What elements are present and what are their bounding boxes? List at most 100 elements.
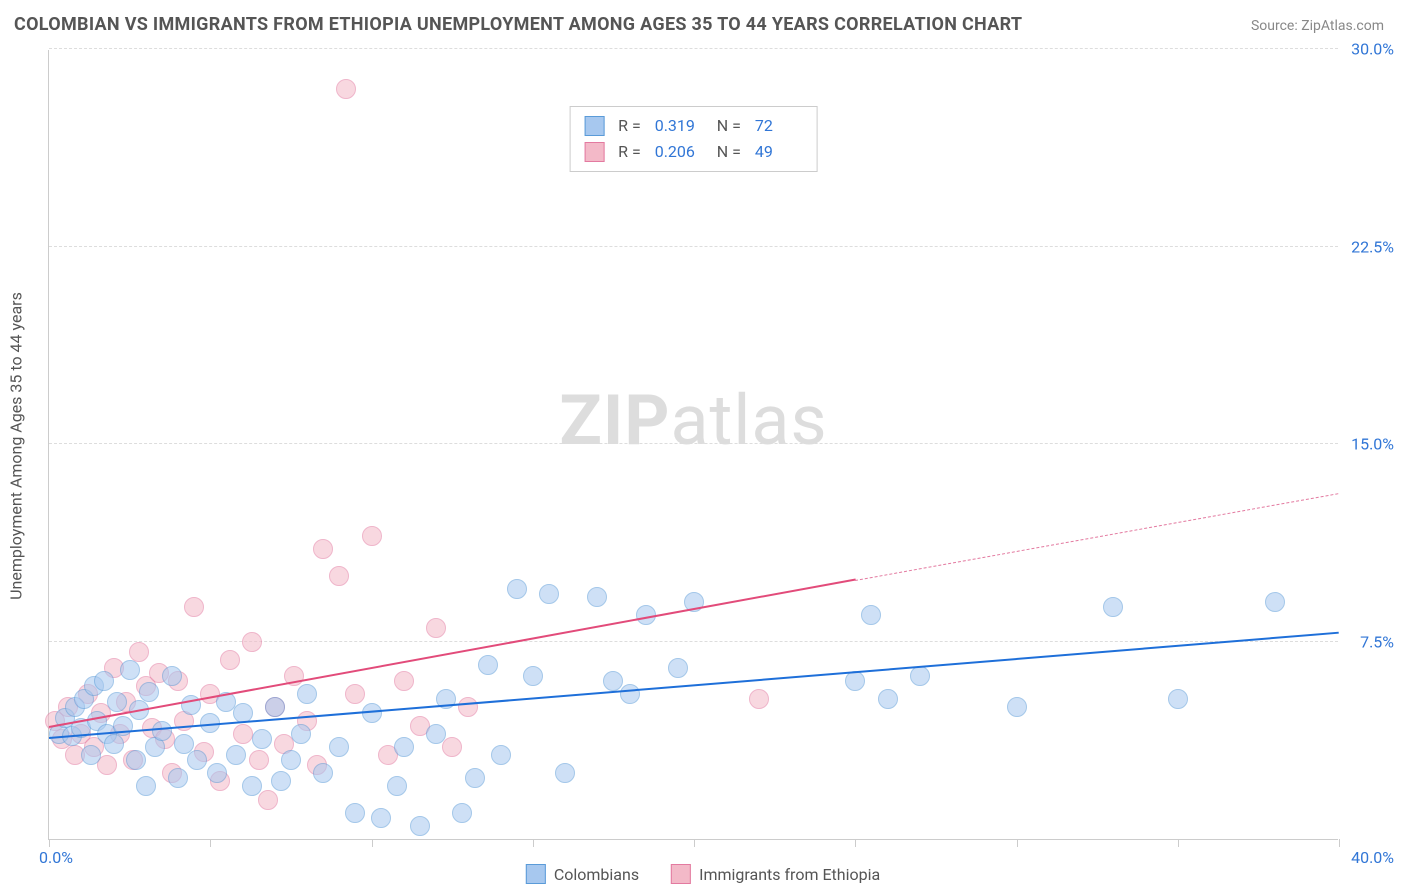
- data-point: [452, 803, 472, 823]
- data-point: [271, 771, 291, 791]
- n-label: N =: [717, 139, 741, 165]
- n-label: N =: [717, 113, 741, 139]
- legend-label-ethiopia: Immigrants from Ethiopia: [699, 865, 880, 884]
- n-value-ethiopia: 49: [755, 139, 803, 165]
- data-point: [187, 750, 207, 770]
- data-point: [104, 734, 124, 754]
- data-point: [1103, 597, 1123, 617]
- data-point: [362, 526, 382, 546]
- data-point: [329, 737, 349, 757]
- data-point: [426, 724, 446, 744]
- data-point: [555, 763, 575, 783]
- chart-container: COLOMBIAN VS IMMIGRANTS FROM ETHIOPIA UN…: [0, 0, 1406, 892]
- data-point: [242, 632, 262, 652]
- plot-area: ZIPatlas 0.0% 40.0% R = 0.319 N = 72 R =…: [48, 50, 1338, 840]
- data-point: [371, 808, 391, 828]
- data-point: [845, 671, 865, 691]
- x-tick: [855, 839, 856, 847]
- gridline: [49, 48, 1338, 49]
- data-point: [458, 697, 478, 717]
- data-point: [291, 724, 311, 744]
- data-point: [507, 579, 527, 599]
- data-point: [81, 745, 101, 765]
- x-tick: [1339, 839, 1340, 847]
- watermark-bold: ZIP: [559, 380, 670, 462]
- data-point: [258, 790, 278, 810]
- data-point: [336, 79, 356, 99]
- data-point: [126, 750, 146, 770]
- n-value-colombians: 72: [755, 113, 803, 139]
- legend-item-colombians: Colombians: [526, 864, 639, 884]
- data-point: [184, 597, 204, 617]
- x-tick: [372, 839, 373, 847]
- watermark-light: atlas: [670, 380, 827, 462]
- data-point: [465, 768, 485, 788]
- x-tick: [1017, 839, 1018, 847]
- x-tick: [694, 839, 695, 847]
- data-point: [749, 689, 769, 709]
- stats-row-colombians: R = 0.319 N = 72: [584, 113, 803, 139]
- data-point: [491, 745, 511, 765]
- data-point: [1007, 697, 1027, 717]
- r-value-colombians: 0.319: [655, 113, 703, 139]
- data-point: [387, 776, 407, 796]
- data-point: [394, 671, 414, 691]
- stats-row-ethiopia: R = 0.206 N = 49: [584, 139, 803, 165]
- r-value-ethiopia: 0.206: [655, 139, 703, 165]
- data-point: [252, 729, 272, 749]
- trend-line: [855, 493, 1339, 581]
- data-point: [539, 584, 559, 604]
- data-point: [297, 684, 317, 704]
- data-point: [107, 692, 127, 712]
- data-point: [478, 655, 498, 675]
- data-point: [281, 750, 301, 770]
- data-point: [313, 763, 333, 783]
- data-point: [345, 803, 365, 823]
- y-axis-label: Unemployment Among Ages 35 to 44 years: [7, 292, 26, 600]
- r-label: R =: [618, 113, 641, 139]
- data-point: [162, 666, 182, 686]
- x-tick: [533, 839, 534, 847]
- swatch-ethiopia: [584, 142, 604, 162]
- data-point: [345, 684, 365, 704]
- y-tick-label: 22.5%: [1351, 237, 1394, 256]
- data-point: [313, 539, 333, 559]
- x-max-label: 40.0%: [1351, 848, 1394, 867]
- data-point: [136, 776, 156, 796]
- data-point: [249, 750, 269, 770]
- x-tick: [49, 839, 50, 847]
- source-attribution: Source: ZipAtlas.com: [1251, 18, 1384, 34]
- data-point: [168, 768, 188, 788]
- gridline: [49, 443, 1338, 444]
- y-tick-label: 30.0%: [1351, 40, 1394, 59]
- y-tick-label: 15.0%: [1351, 435, 1394, 454]
- data-point: [587, 587, 607, 607]
- bottom-legend: Colombians Immigrants from Ethiopia: [526, 864, 880, 884]
- x-tick: [1178, 839, 1179, 847]
- data-point: [861, 605, 881, 625]
- data-point: [120, 660, 140, 680]
- data-point: [668, 658, 688, 678]
- data-point: [1265, 592, 1285, 612]
- data-point: [129, 642, 149, 662]
- data-point: [878, 689, 898, 709]
- data-point: [242, 776, 262, 796]
- data-point: [265, 697, 285, 717]
- swatch-colombians: [526, 864, 546, 884]
- data-point: [152, 721, 172, 741]
- x-origin-label: 0.0%: [39, 848, 73, 867]
- swatch-ethiopia: [671, 864, 691, 884]
- data-point: [233, 724, 253, 744]
- data-point: [94, 671, 114, 691]
- r-label: R =: [618, 139, 641, 165]
- data-point: [1168, 689, 1188, 709]
- data-point: [620, 684, 640, 704]
- data-point: [220, 650, 240, 670]
- stats-legend-box: R = 0.319 N = 72 R = 0.206 N = 49: [569, 106, 818, 172]
- chart-title: COLOMBIAN VS IMMIGRANTS FROM ETHIOPIA UN…: [14, 14, 1022, 35]
- watermark: ZIPatlas: [559, 380, 827, 462]
- data-point: [910, 666, 930, 686]
- x-tick: [210, 839, 211, 847]
- data-point: [207, 763, 227, 783]
- y-tick-label: 7.5%: [1360, 632, 1394, 651]
